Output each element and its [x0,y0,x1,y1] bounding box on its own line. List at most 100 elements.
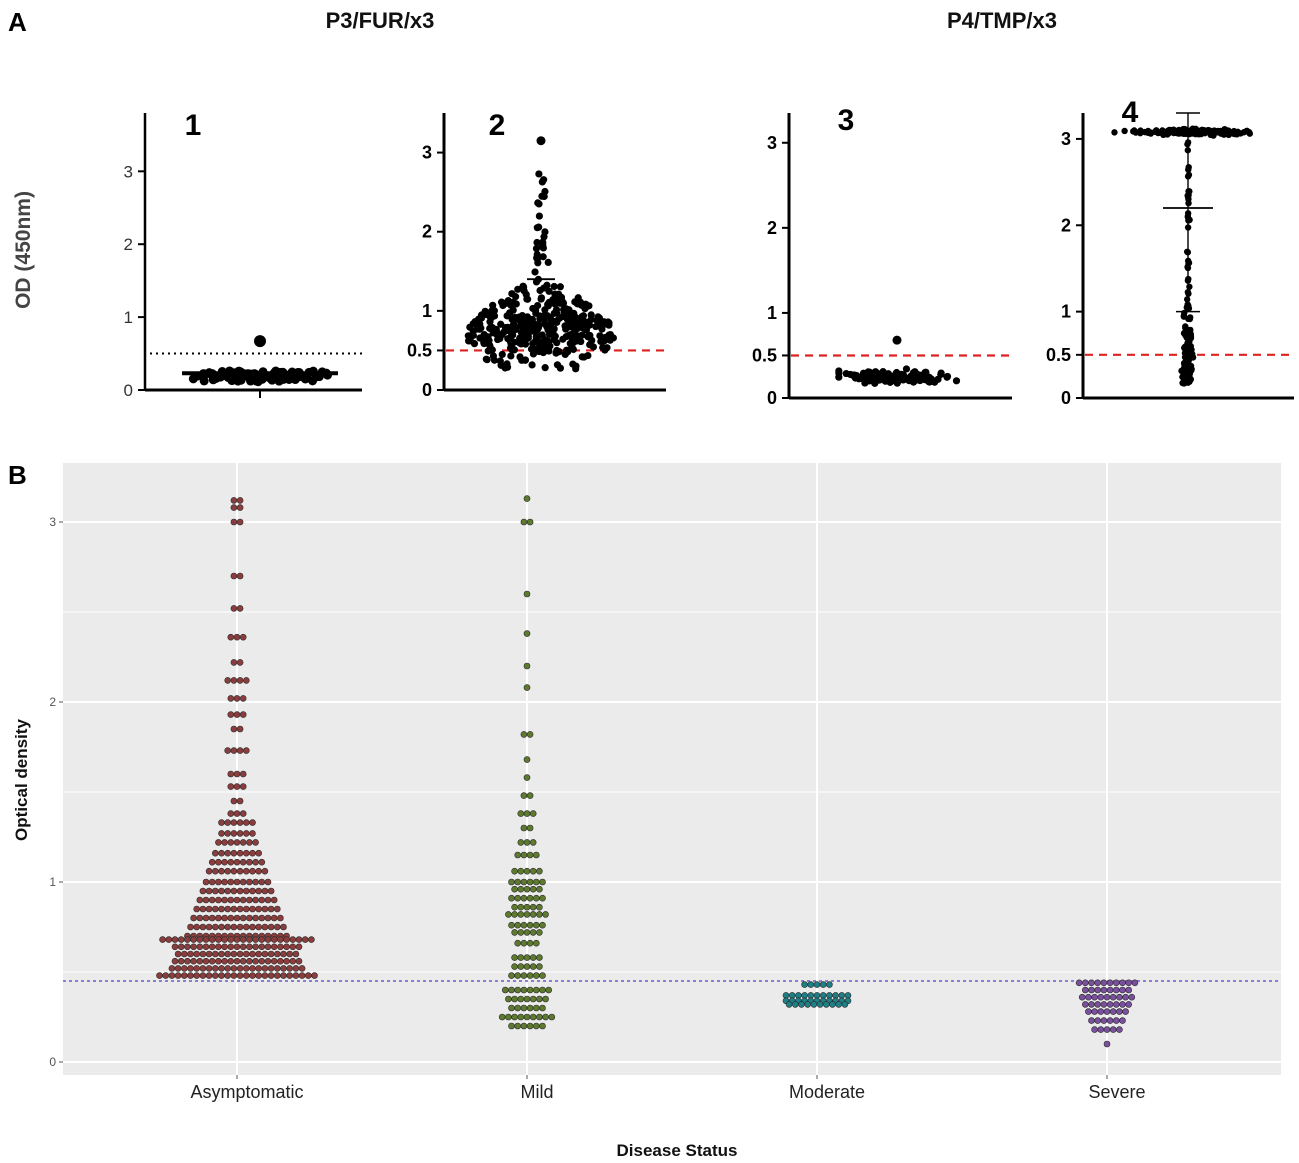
data-point [283,943,290,951]
data-point [539,972,546,979]
data-point [523,867,531,875]
data-point [249,972,256,979]
data-point [539,253,547,261]
data-point [532,1022,540,1030]
data-point [243,965,250,972]
data-point [212,965,219,972]
data-point [233,711,241,718]
data-point [230,905,238,913]
y-tick-label: 2 [767,218,777,238]
data-point [517,903,525,911]
data-point [212,867,219,875]
data-point [542,911,549,918]
data-point [532,244,541,253]
data-point [221,878,228,886]
data-point [526,939,534,947]
data-point [1198,128,1206,136]
data-point [523,963,531,970]
data-point [558,297,566,305]
data-point [1181,344,1188,352]
data-point [508,972,515,979]
data-point [561,350,569,359]
data-point [520,731,528,738]
data-point [529,911,537,918]
data-point [236,605,244,612]
data-point [199,923,207,931]
data-point [511,867,518,875]
y-tick-label: 3 [1061,129,1071,149]
data-point [511,903,518,911]
data-point [208,878,216,886]
data-point [273,972,281,979]
data-point [205,887,213,895]
data-point [261,965,269,972]
data-point [174,965,182,972]
data-point [215,957,222,965]
data-point [1131,128,1138,135]
data-point [199,965,207,972]
data-point [227,957,235,965]
data-point [520,319,528,327]
data-point [215,936,222,943]
data-point [822,1001,830,1008]
data-point [520,894,528,902]
data-point [526,824,534,832]
data-point [536,867,543,875]
data-point [1184,366,1192,374]
data-point [535,321,543,329]
data-point [252,957,259,965]
category-label: Moderate [789,1082,865,1102]
category-label: Severe [1088,1082,1145,1102]
data-point [520,878,528,886]
data-point [190,943,197,951]
data-point [517,954,525,961]
y-tick-label: 1 [1061,302,1071,322]
data-point [520,986,528,994]
data-point [255,849,263,857]
data-point [807,981,815,988]
data-point [1125,979,1132,987]
data-point [224,950,231,958]
data-point [585,302,593,310]
data-point [239,896,247,904]
data-point [539,1004,546,1012]
data-point [505,995,512,1003]
data-point [524,332,532,340]
data-point [541,364,549,372]
data-point [267,905,275,913]
data-point [1106,1017,1114,1024]
data-point [487,313,496,322]
data-point [526,878,534,886]
data-point [221,914,228,922]
data-point [274,376,284,386]
data-point [221,839,228,846]
data-point [215,839,222,846]
data-point [243,849,250,857]
data-point [224,849,231,857]
data-point [529,995,537,1003]
data-point [227,943,235,951]
data-point [1174,128,1182,135]
data-point [1122,1008,1129,1015]
data-point [529,929,537,936]
data-point [255,867,263,875]
y-tick-label: 0 [1061,388,1071,408]
panel-b-plot: 0 1 2 3 Asymptomatic Mild Moderate Severe [49,463,1281,1102]
data-point [249,965,256,972]
data-point [177,936,185,943]
data-point [536,136,546,146]
data-point [202,957,210,965]
data-point [218,972,225,979]
data-point [536,963,543,970]
data-point [187,972,194,979]
data-point [1091,1026,1098,1033]
data-point [464,332,472,340]
subplot-2: 2 0 0.5 1 2 3 [407,109,666,400]
data-point [526,972,534,979]
data-point [517,1013,525,1021]
data-point [255,950,263,958]
data-point [526,851,534,859]
data-point [509,323,517,331]
data-point [212,950,219,958]
data-point [264,914,272,922]
